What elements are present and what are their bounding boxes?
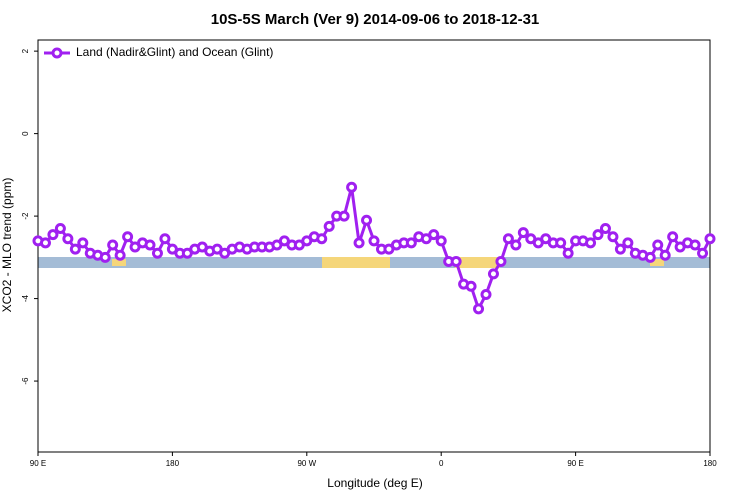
- data-point: [54, 222, 66, 234]
- data-point: [667, 231, 679, 243]
- legend-marker: [51, 47, 63, 59]
- data-point: [644, 251, 656, 263]
- data-point: [585, 237, 597, 249]
- y-tick-label: -2: [21, 212, 30, 220]
- data-point: [69, 243, 81, 255]
- data-point: [338, 210, 350, 222]
- data-point: [487, 268, 499, 280]
- x-tick-label: 90 E: [567, 459, 583, 468]
- data-point: [122, 231, 134, 243]
- land-band: [455, 257, 500, 268]
- data-point: [435, 235, 447, 247]
- data-point: [107, 239, 119, 251]
- y-axis-label: XCO2 - MLO trend (ppm): [0, 178, 14, 313]
- data-point: [614, 243, 626, 255]
- data-point: [510, 239, 522, 251]
- data-point: [151, 247, 163, 259]
- data-point: [622, 237, 634, 249]
- x-tick-label: 180: [703, 459, 717, 468]
- data-point: [114, 249, 126, 261]
- data-point: [99, 251, 111, 263]
- data-point: [659, 249, 671, 261]
- data-point: [361, 214, 373, 226]
- legend-label: Land (Nadir&Glint) and Ocean (Glint): [76, 45, 273, 59]
- data-point: [428, 229, 440, 241]
- data-point: [502, 233, 514, 245]
- y-tick-label: -6: [21, 377, 30, 385]
- data-point: [353, 237, 365, 249]
- data-point: [607, 231, 619, 243]
- x-tick-label: 90 E: [30, 459, 46, 468]
- data-point: [62, 233, 74, 245]
- data-point: [465, 280, 477, 292]
- data-point: [652, 239, 664, 251]
- y-tick-label: 0: [21, 131, 30, 136]
- data-point: [450, 255, 462, 267]
- data-point: [144, 239, 156, 251]
- x-axis-label: Longitude (deg E): [327, 476, 422, 490]
- data-point: [368, 235, 380, 247]
- data-point: [555, 237, 567, 249]
- land-band: [650, 259, 664, 266]
- data-point: [697, 247, 709, 259]
- data-point: [323, 220, 335, 232]
- land-ocean-band: [38, 257, 710, 268]
- data-point: [159, 233, 171, 245]
- data-point: [592, 229, 604, 241]
- data-point: [480, 288, 492, 300]
- data-point: [39, 237, 51, 249]
- data-point: [47, 229, 59, 241]
- data-point: [517, 227, 529, 239]
- y-tick-label: -4: [21, 294, 30, 302]
- data-point: [473, 303, 485, 315]
- y-tick-label: 2: [21, 48, 30, 53]
- data-point: [316, 233, 328, 245]
- land-band: [322, 257, 390, 268]
- x-tick-label: 90 W: [297, 459, 316, 468]
- data-point: [689, 239, 701, 251]
- land-band: [112, 259, 126, 266]
- legend: Land (Nadir&Glint) and Ocean (Glint): [44, 45, 273, 59]
- data-point: [77, 237, 89, 249]
- data-point: [405, 237, 417, 249]
- data-point: [562, 247, 574, 259]
- data-point: [704, 233, 716, 245]
- x-tick-label: 0: [439, 459, 444, 468]
- x-tick-label: 180: [166, 459, 180, 468]
- data-point: [599, 222, 611, 234]
- data-point: [495, 255, 507, 267]
- data-point: [346, 181, 358, 193]
- chart-title: 10S-5S March (Ver 9) 2014-09-06 to 2018-…: [211, 11, 540, 28]
